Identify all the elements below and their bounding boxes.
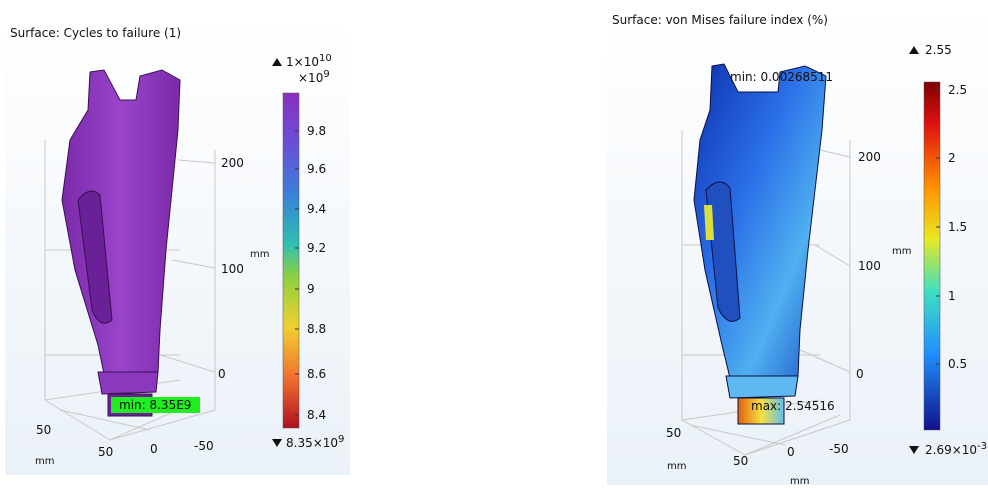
colorbar [924,82,940,430]
implant-collar [726,376,798,398]
z-tick-label: 0 [218,367,226,381]
panel-title: Surface: von Mises failure index (%) [612,13,828,27]
colorbar-max: 2.55 [925,43,952,57]
colorbar-tick-label: 8.8 [307,322,326,336]
annotation: min: 8.35E9 [119,398,191,412]
axis-unit: mm [250,249,269,260]
colorbar-tick-label: 0.5 [948,357,967,371]
x-unit: mm [35,456,54,467]
colorbar-tick-label: 2 [948,151,956,165]
implant-collar [98,372,158,394]
panel-title: Surface: Cycles to failure (1) [10,26,181,40]
x-tick-label: 0 [787,445,795,459]
axis-unit: mm [892,246,911,257]
annotation: min: 0.00268511 [730,70,833,84]
y-unit: mm [790,476,809,485]
z-tick-label: 200 [221,156,244,170]
x-tick-label: 50 [666,426,681,440]
colorbar-tick-label: 8.4 [307,408,326,422]
x-tick-label: -50 [194,439,214,453]
x-tick-label: 50 [98,445,113,459]
z-tick-label: 100 [221,262,244,276]
colorbar-tick-label: 2.5 [948,83,967,97]
colorbar-tick-label: 9 [307,282,315,296]
screenshot: Surface: Cycles to failure (1) min: 8.35… [0,0,988,485]
colorbar-tick-label: 8.6 [307,367,326,381]
colorbar [283,93,299,428]
x-unit: mm [667,461,686,472]
z-tick-label: 0 [856,367,864,381]
colorbar-tick-label: 9.4 [307,202,326,216]
colorbar-min: 8.35×109 [286,434,344,450]
annotation: max: 2.54516 [751,399,835,413]
colorbar-tick-label: 1.5 [948,220,967,234]
colorbar-tick-label: 1 [948,289,956,303]
x-tick-label: 50 [36,423,51,437]
z-tick-label: 100 [858,259,881,273]
x-tick-label: 0 [150,442,158,456]
colorbar-tick-label: 9.2 [307,241,326,255]
x-tick-label: -50 [829,442,849,456]
z-tick-label: 200 [858,150,881,164]
x-tick-label: 50 [733,454,748,468]
colorbar-tick-label: 9.8 [307,124,326,138]
colorbar-tick-label: 9.6 [307,162,326,176]
